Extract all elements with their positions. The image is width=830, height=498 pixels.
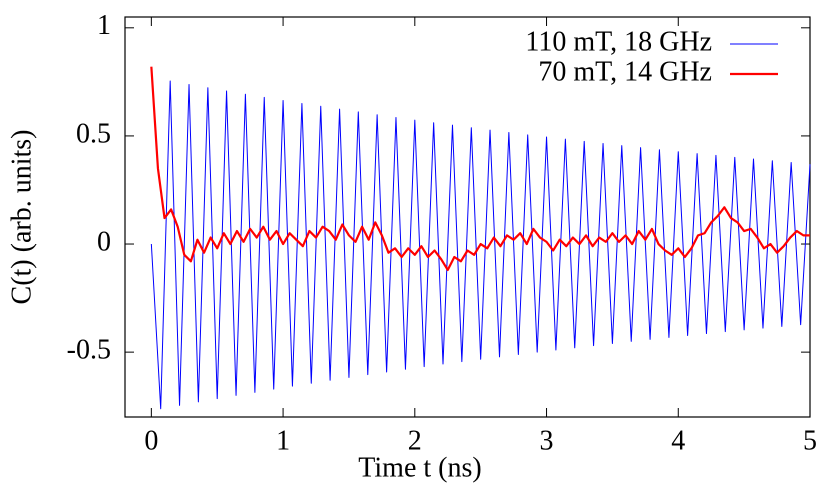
x-tick-label: 5	[803, 425, 817, 456]
y-tick-label: 0.5	[76, 118, 111, 149]
x-tick-label: 0	[144, 425, 158, 456]
x-axis-label: Time t (ns)	[358, 452, 481, 483]
legend-label: 110 mT, 18 GHz	[525, 26, 712, 57]
x-tick-label: 3	[540, 425, 554, 456]
y-tick-label: -0.5	[67, 335, 111, 366]
series-line	[150, 80, 811, 410]
x-tick-label: 1	[276, 425, 290, 456]
legend-label: 70 mT, 14 GHz	[538, 56, 712, 87]
x-tick-label: 2	[408, 425, 422, 456]
y-tick-label: 0	[97, 226, 111, 257]
y-tick-label: 1	[97, 10, 111, 41]
series-line	[150, 66, 810, 272]
x-tick-label: 4	[671, 425, 685, 456]
plot-frame	[124, 16, 811, 418]
y-axis-label: C(t) (arb. units)	[6, 130, 37, 305]
